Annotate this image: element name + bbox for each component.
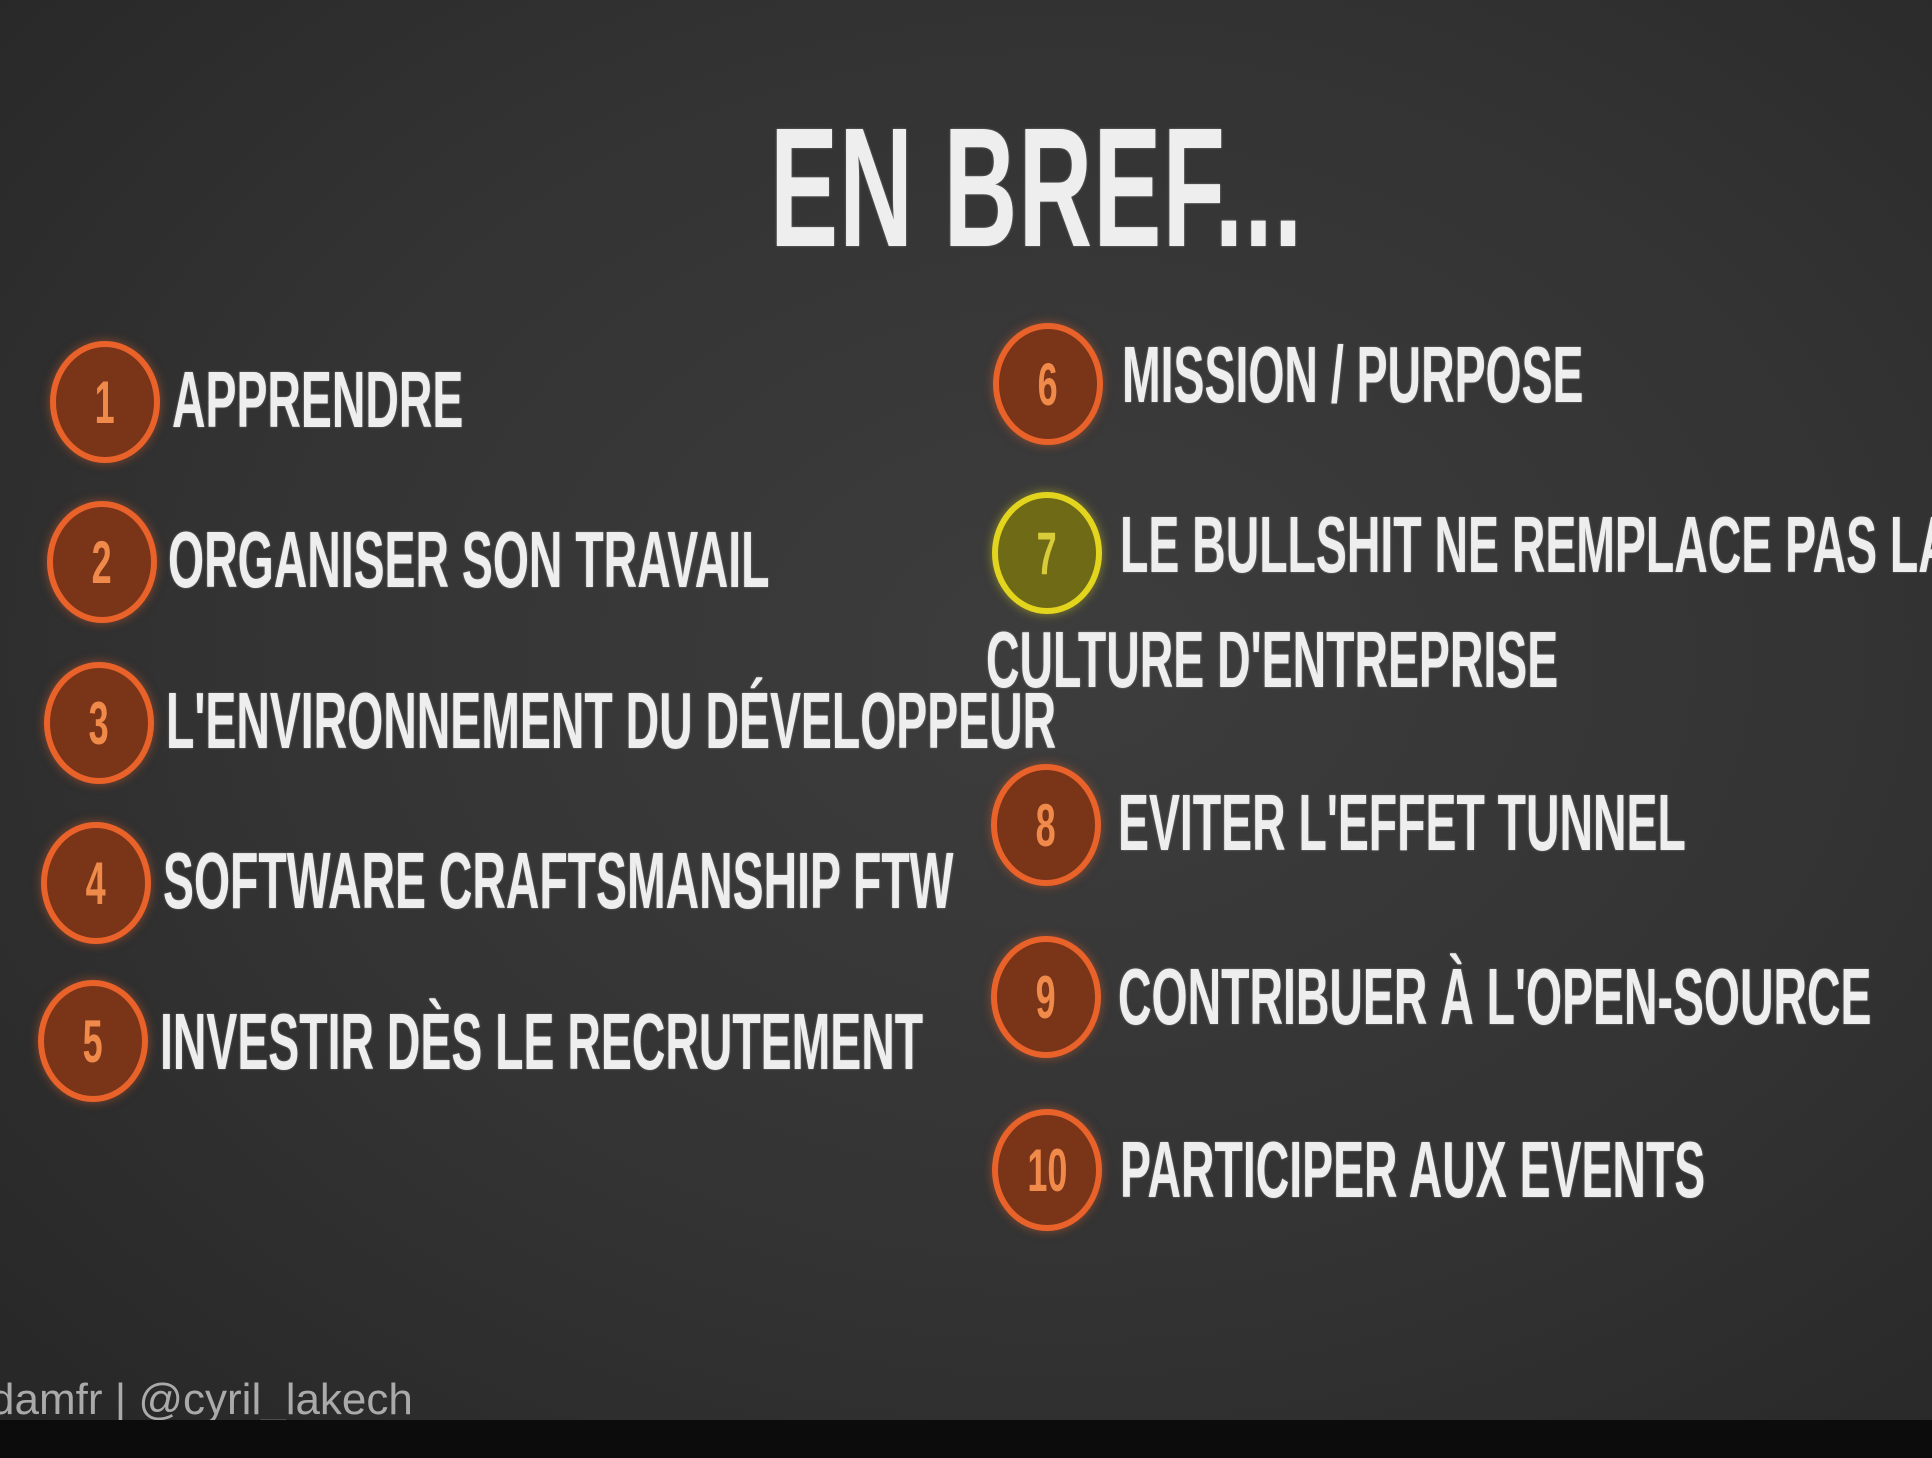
number-badge: 3 (44, 662, 154, 784)
number: 9 (1035, 963, 1057, 1031)
footer-handles: damfr | @cyril_lakech (0, 1375, 413, 1424)
slide-title: EN BREF... (770, 93, 1304, 283)
number: 2 (91, 528, 113, 596)
item-text: CULTURE D'ENTREPRISE (986, 615, 1559, 704)
number-badge: 8 (991, 764, 1101, 886)
item-text: APPRENDRE (172, 355, 464, 444)
number: 5 (82, 1007, 104, 1075)
item-text: EVITER L'EFFET TUNNEL (1118, 778, 1686, 867)
number-badge: 10 (992, 1109, 1102, 1231)
item-text: ORGANISER SON TRAVAIL (168, 515, 770, 604)
screen-edge (0, 1420, 1932, 1458)
number: 6 (1037, 350, 1059, 418)
number-badge: 1 (50, 341, 160, 463)
number: 8 (1035, 791, 1057, 859)
number-badge: 9 (991, 936, 1101, 1058)
number-badge: 4 (41, 822, 151, 944)
number-badge: 5 (38, 980, 148, 1102)
number-badge: 2 (47, 501, 157, 623)
item-text: MISSION / PURPOSE (1122, 330, 1584, 419)
number-badge: 6 (993, 323, 1103, 445)
item-text: PARTICIPER AUX EVENTS (1120, 1125, 1706, 1214)
number: 10 (1026, 1136, 1068, 1204)
number: 7 (1036, 519, 1058, 587)
item-text: LE BULLSHIT NE REMPLACE PAS LA (1120, 500, 1932, 589)
item-text: CONTRIBUER À L'OPEN-SOURCE (1118, 952, 1872, 1041)
item-text: SOFTWARE CRAFTSMANSHIP FTW (163, 836, 954, 925)
item-text: INVESTIR DÈS LE RECRUTEMENT (160, 997, 924, 1086)
item-text: L'ENVIRONNEMENT DU DÉVELOPPEUR (166, 676, 1057, 765)
number: 1 (94, 368, 116, 436)
number: 3 (88, 689, 110, 757)
number: 4 (85, 849, 107, 917)
number-badge-highlighted: 7 (992, 492, 1102, 614)
